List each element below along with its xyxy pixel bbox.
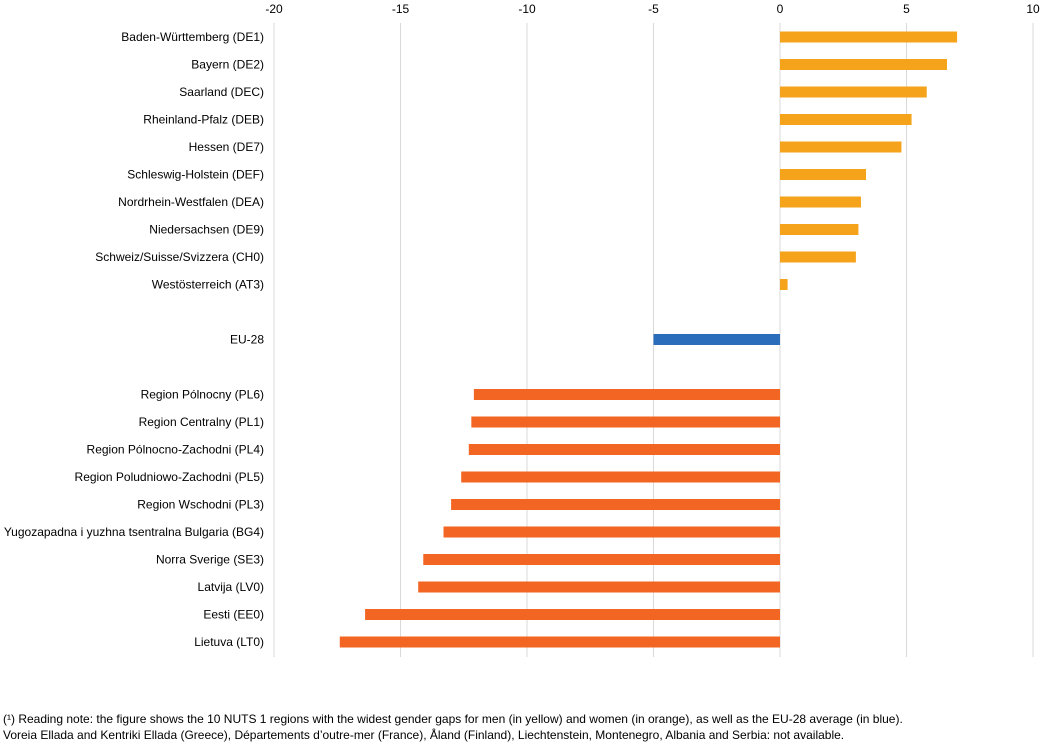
footnote-not-available: Voreia Ellada and Kentriki Ellada (Greec… (3, 728, 845, 742)
bar (451, 499, 780, 510)
footnotes: (¹) Reading note: the figure shows the 1… (3, 711, 903, 743)
x-tick-label: 5 (903, 2, 910, 16)
category-label: EU-28 (230, 333, 264, 347)
category-label: Hessen (DE7) (189, 140, 264, 154)
bar (780, 59, 947, 70)
bar (473, 389, 780, 400)
category-label: Westösterreich (AT3) (152, 278, 264, 292)
category-label: Yugozapadna i yuzhna tsentralna Bulgaria… (4, 525, 264, 539)
category-label: Bayern (DE2) (191, 58, 264, 72)
bar (780, 279, 788, 290)
category-label: Latvija (LV0) (198, 580, 264, 594)
x-tick-label: 10 (1026, 2, 1040, 16)
bar (780, 169, 867, 180)
bar (443, 526, 780, 538)
x-axis-ticks: -20 -15 -10 -5 0 5 10 (265, 2, 1040, 16)
bar (780, 141, 902, 153)
category-label: Schleswig-Holstein (DEF) (127, 168, 264, 182)
bar (423, 554, 780, 565)
category-label: Rheinland-Pfalz (DEB) (143, 113, 264, 127)
bar (780, 86, 927, 98)
x-tick-label: -10 (518, 2, 536, 16)
category-label: Lietuva (LT0) (194, 635, 264, 649)
bar (780, 31, 958, 43)
bar (339, 636, 780, 648)
x-tick-label: -20 (265, 2, 283, 16)
bar (418, 581, 780, 593)
bar (653, 334, 780, 345)
bar (468, 444, 780, 455)
category-label: Region Poludniowo-Zachodni (PL5) (75, 470, 264, 484)
x-tick-label: -15 (392, 2, 410, 16)
bar-chart: -20 -15 -10 -5 0 5 10 Baden-Württemberg (DE1)B… (4, 2, 1040, 657)
bar (780, 196, 861, 208)
bar (780, 114, 912, 125)
x-tick-label: -5 (648, 2, 659, 16)
x-tick-label: 0 (777, 2, 784, 16)
bars (339, 31, 958, 648)
bar (471, 416, 780, 428)
category-label: Norra Sverige (SE3) (156, 553, 264, 567)
bar (461, 471, 780, 483)
category-label: Eesti (EE0) (203, 608, 264, 622)
category-label: Schweiz/Suisse/Svizzera (CH0) (95, 250, 264, 264)
category-label: Nordrhein-Westfalen (DEA) (118, 195, 264, 209)
bar (365, 609, 780, 620)
category-label: Region Pólnocno-Zachodni (PL4) (87, 443, 264, 457)
footnote-reading-note: (¹) Reading note: the figure shows the 1… (3, 712, 903, 726)
category-label: Niedersachsen (DE9) (149, 223, 264, 237)
category-label: Region Pólnocny (PL6) (141, 388, 264, 402)
category-label: Region Wschodni (PL3) (137, 498, 264, 512)
category-label: Baden-Württemberg (DE1) (121, 30, 264, 44)
category-label: Region Centralny (PL1) (139, 415, 264, 429)
category-label: Saarland (DEC) (179, 85, 264, 99)
category-labels: Baden-Württemberg (DE1) Bayern (DE2) Saarl… (4, 30, 264, 649)
bar (780, 224, 859, 235)
bar (780, 251, 856, 263)
